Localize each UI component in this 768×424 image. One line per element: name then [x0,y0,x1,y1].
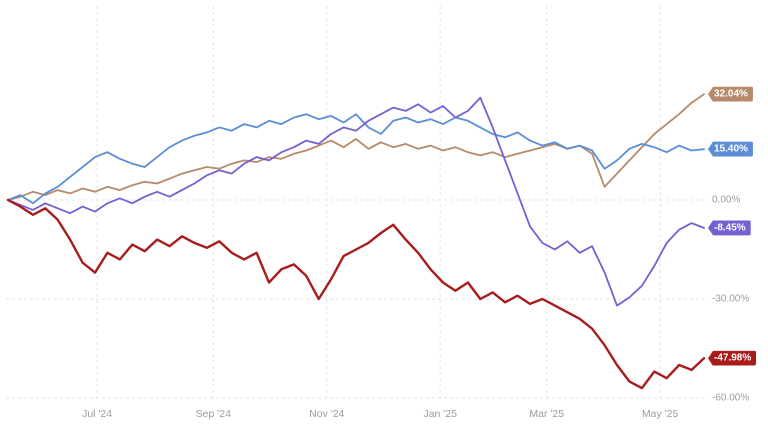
series-blue-line [7,113,705,205]
y-axis-tick-label: -30.00% [712,293,750,305]
x-axis-tick-label: May '25 [641,408,679,420]
series-red-value-badge: -47.98% [708,350,757,366]
series-purple-line [7,96,705,307]
series-tan-value-badge: 32.04% [708,86,753,102]
series-blue-value-badge: 15.40% [708,141,753,157]
x-axis-tick-label: Jul '24 [82,408,113,420]
y-axis-tick-label: -60.00% [712,392,750,404]
series-tan-line [7,93,705,201]
series-purple-value-badge: -8.45% [708,220,751,236]
x-axis-tick-label: Sep '24 [195,408,231,420]
x-axis-tick-label: Jan '25 [423,408,457,420]
x-axis-tick-label: Nov '24 [309,408,345,420]
x-axis-tick-label: Mar '25 [529,408,565,420]
y-axis-tick-label: 0.00% [712,194,741,206]
series-red-line [6,198,706,390]
